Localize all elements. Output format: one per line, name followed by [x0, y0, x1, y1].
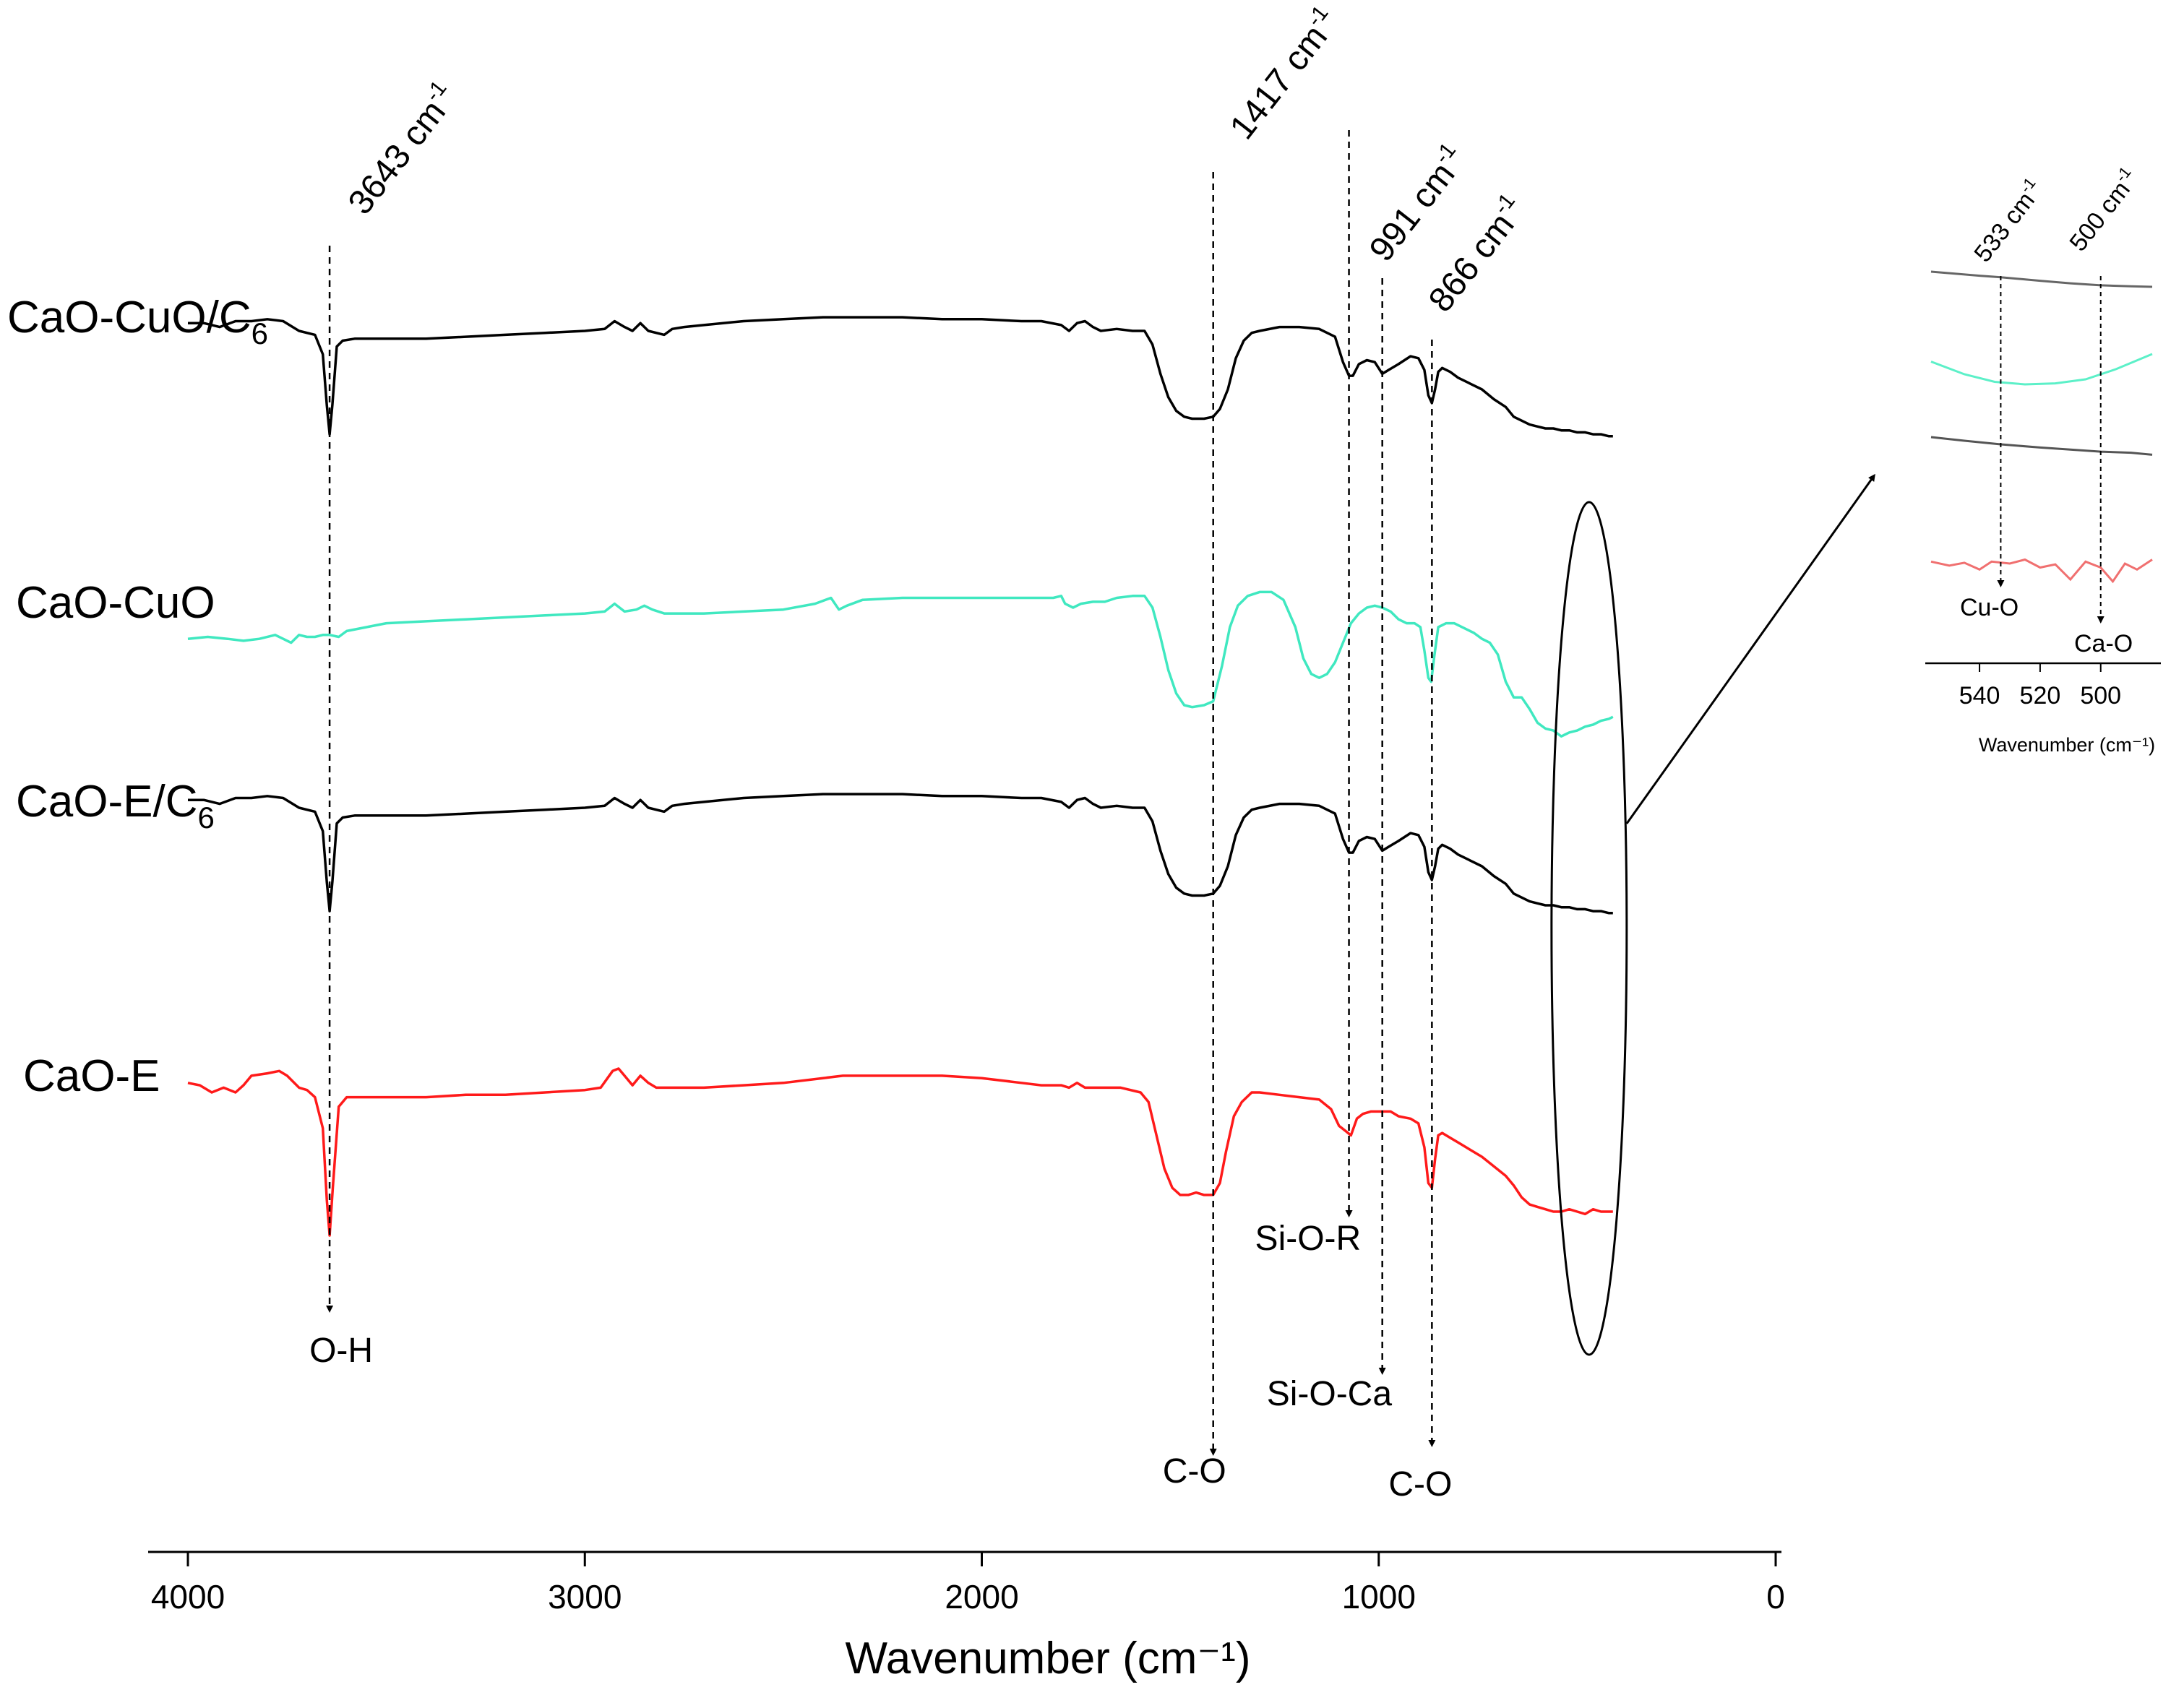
- series-layer: [187, 316, 1614, 1237]
- x-axis-title: Wavenumber (cm⁻¹): [846, 1634, 1251, 1683]
- series-label-cao-cuo: CaO-CuO: [16, 578, 215, 628]
- x-tick-label-4000: 4000: [151, 1578, 225, 1616]
- highlight-ellipse: [1550, 501, 1628, 1356]
- band-label-si-o-r: Si-O-R: [1255, 1220, 1362, 1258]
- inset-x-axis-title: Wavenumber (cm⁻¹): [1979, 734, 2155, 756]
- inset-x-tick-label-540: 540: [1959, 682, 2000, 709]
- inset-series-cao-e-c-line: [1930, 436, 2153, 456]
- zoom-arrow: [1625, 473, 1875, 824]
- inset-band-label-cu-o: Cu-O: [1960, 594, 2019, 621]
- x-tick-label-3000: 3000: [548, 1578, 622, 1616]
- x-tick-label-1000: 1000: [1342, 1578, 1416, 1616]
- series-cao-cuo-line: [187, 590, 1614, 738]
- series-cao-e-c-line: [188, 793, 1613, 915]
- peak-label-1417: 1417 cm-1: [1221, 1, 1347, 147]
- series-label-cao-e-c: CaO-E/C6: [16, 777, 215, 834]
- inset-peak-label-500: 500 cm-1: [2062, 163, 2144, 256]
- band-label-si-o-ca: Si-O-Ca: [1267, 1375, 1393, 1413]
- band-label-o-h: O-H: [309, 1332, 373, 1370]
- inset-series-cao-e-line: [1930, 558, 2153, 584]
- x-axis: 4000 3000 2000 1000 0 Wavenumber (cm⁻¹): [148, 1550, 1785, 1683]
- x-tick-label-0: 0: [1766, 1578, 1785, 1616]
- inset-x-tick-label-500: 500: [2080, 682, 2121, 709]
- inset-x-tick-label-520: 520: [2020, 682, 2061, 709]
- inset-band-label-ca-o: Ca-O: [2074, 630, 2133, 657]
- series-labels: CaO-CuO/C6 CaO-CuO CaO-E/C6 CaO-E: [7, 293, 268, 1101]
- series-cao-e-line: [187, 1067, 1613, 1237]
- series-cao-cuo-c-line: [188, 316, 1613, 438]
- band-label-c-o: C-O: [1163, 1452, 1226, 1491]
- inset-peak-label-533: 533 cm-1: [1966, 174, 2049, 267]
- inset-series-cao-cuo-c-line: [1930, 270, 2153, 288]
- peak-label-3643: 3643 cm-1: [339, 77, 465, 222]
- series-label-cao-e: CaO-E: [23, 1051, 160, 1101]
- band-label-c-o: C-O: [1388, 1465, 1452, 1504]
- series-label-cao-cuo-c: CaO-CuO/C6: [7, 293, 268, 350]
- x-tick-label-2000: 2000: [945, 1578, 1018, 1616]
- inset-series-cao-cuo-line: [1930, 353, 2153, 386]
- inset-zoom: Cu-O 533 cm-1 Ca-O 500 cm-1 540 520 500 Wavenum…: [1925, 163, 2161, 756]
